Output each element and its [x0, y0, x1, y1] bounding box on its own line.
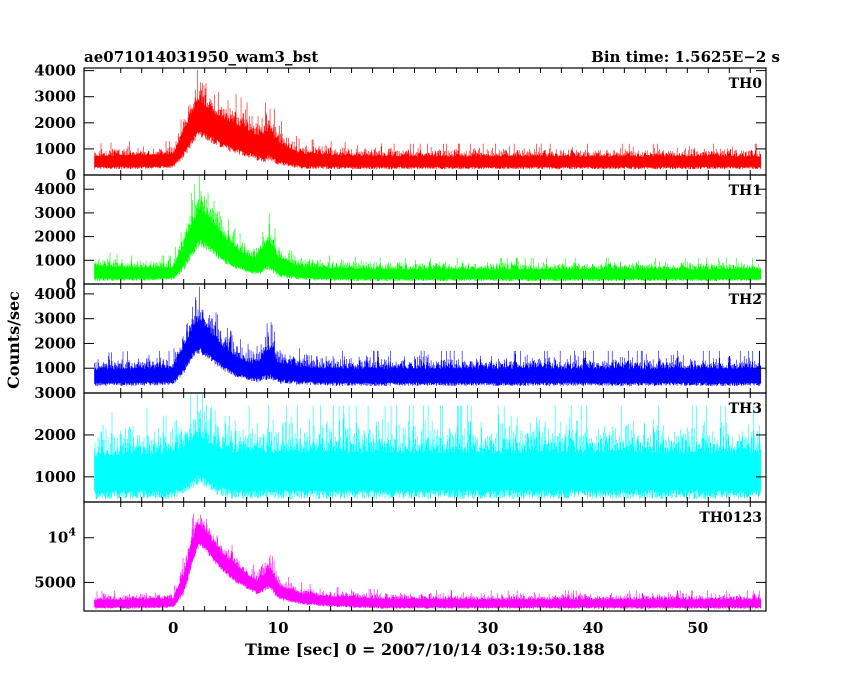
panel-frame-th0123: [83, 501, 767, 612]
lightcurve-th0123: [94, 513, 762, 609]
y-tick-label: 5000: [34, 573, 76, 591]
panel-label-th3: TH3: [729, 401, 762, 417]
x-tick-label: 10: [268, 619, 289, 637]
lightcurve-th2: [94, 286, 762, 387]
panel-label-th0123: TH0123: [699, 510, 762, 526]
panel-group: TH001000200030004000TH101000200030004000…: [34, 62, 767, 637]
y-tick-label: 4000: [34, 285, 76, 303]
panel-label-th2: TH2: [729, 292, 762, 308]
y-tick-label: 4000: [34, 180, 76, 198]
y-tick-label: 2000: [34, 228, 76, 246]
panel-label-th1: TH1: [729, 183, 762, 199]
y-tick-label: 1000: [34, 251, 76, 269]
bin-time-label: Bin time: 1.5625E−2 s: [591, 48, 780, 66]
y-tick-label: 0: [66, 384, 76, 402]
y-tick-label: 2000: [34, 426, 76, 444]
y-tick-label: 2000: [34, 334, 76, 352]
y-tick-label: 3000: [34, 310, 76, 328]
y-tick-label: 3000: [34, 88, 76, 106]
chart-title: ae071014031950_wam3_bst: [84, 48, 318, 66]
y-tick-label: 3000: [34, 204, 76, 222]
y-tick-label: 1000: [34, 359, 76, 377]
lightcurve-th3: [94, 393, 762, 500]
x-tick-label: 50: [687, 619, 708, 637]
x-tick-label: 40: [582, 619, 603, 637]
lightcurve-th1: [94, 175, 762, 282]
y-tick-label: 104: [47, 526, 76, 547]
y-tick-label: 1000: [34, 140, 76, 158]
x-axis-label: Time [sec] 0 = 2007/10/14 03:19:50.188: [245, 640, 605, 659]
y-tick-label: 0: [66, 275, 76, 293]
x-tick-label: 30: [478, 619, 499, 637]
y-tick-label: 1000: [34, 468, 76, 486]
y-tick-label: 4000: [34, 62, 76, 80]
panel-label-th0: TH0: [729, 76, 763, 92]
y-tick-label: 0: [66, 166, 76, 184]
x-tick-label: 20: [373, 619, 394, 637]
y-tick-label: 3000: [34, 384, 76, 402]
y-tick-label: 2000: [34, 114, 76, 132]
x-tick-label: 0: [168, 619, 178, 637]
y-axis-label: Counts/sec: [4, 291, 23, 389]
lightcurve-th0: [94, 69, 762, 170]
